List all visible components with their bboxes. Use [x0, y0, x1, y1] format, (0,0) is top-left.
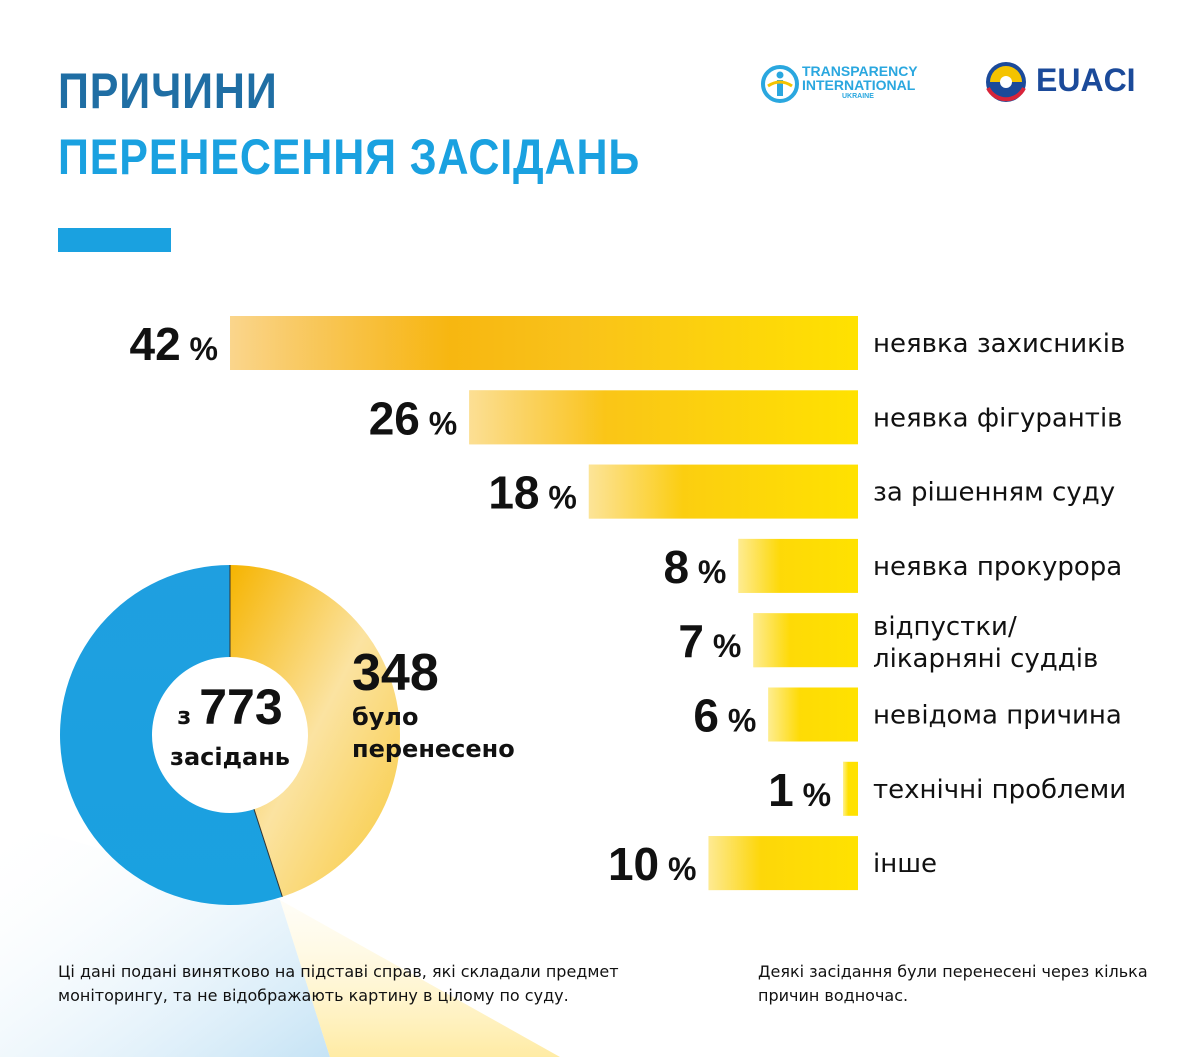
donut-slice-2 — [59, 565, 283, 905]
bar-category-label-1: неявка захисників — [873, 329, 1125, 359]
bar-value-unit-2: % — [420, 405, 457, 441]
bars-layer: 42 % неявка захисників 26 % неявка фігурант… — [129, 316, 1126, 891]
bar-value-unit-7: % — [794, 777, 831, 813]
bar-category-label-8: інше — [873, 849, 937, 879]
donut-divider-bottom — [253, 809, 283, 897]
bar-category-label-5-line-2: лікарняні суддів — [873, 644, 1098, 674]
bar-value-label-5: 7 % — [678, 615, 741, 667]
title-line-2: ПЕРЕНЕСЕННЯ ЗАСІДАНЬ — [58, 129, 641, 185]
bar-category-label-5: відпустки/лікарняні суддів — [873, 612, 1098, 674]
bar-category-label-5-line-1: відпустки/ — [873, 612, 1017, 642]
footnote-right: Деякі засідання були перенесені через кі… — [758, 962, 1148, 1005]
bar-value-number-1: 42 — [129, 318, 180, 370]
title-line-1: ПРИЧИНИ — [58, 63, 278, 119]
donut-layer — [59, 565, 400, 905]
ti-logo-line2: INTERNATIONAL — [802, 77, 916, 93]
bar-category-label-2: неявка фігурантів — [873, 403, 1123, 433]
bar-category-label-7-line-1: технічні проблеми — [873, 775, 1126, 805]
bar-value-number-3: 18 — [488, 467, 539, 519]
bar-value-number-7: 1 — [768, 764, 794, 816]
bar-value-unit-3: % — [540, 480, 577, 516]
bar-category-label-3: за рішенням суду — [873, 478, 1115, 508]
bar-value-number-5: 7 — [678, 615, 704, 667]
bar-value-number-2: 26 — [369, 392, 420, 444]
bar-highlight-1 — [230, 316, 858, 370]
bar-highlight-2 — [469, 390, 858, 445]
bar-highlight-8 — [708, 836, 858, 891]
bar-category-label-7: технічні проблеми — [873, 775, 1126, 805]
bar-value-unit-8: % — [659, 851, 696, 887]
bar-value-unit-1: % — [181, 331, 218, 367]
ti-logo-line1: TRANSPARENCY — [802, 63, 918, 79]
bar-highlight-4 — [738, 538, 858, 593]
bar-value-number-4: 8 — [663, 541, 689, 593]
bar-category-label-6: невідома причина — [873, 701, 1122, 731]
bar-value-unit-6: % — [719, 703, 756, 739]
bar-value-label-3: 18 % — [488, 467, 577, 519]
bar-value-label-6: 6 % — [693, 690, 756, 742]
bar-value-label-2: 26 % — [369, 392, 458, 444]
bar-value-number-6: 6 — [693, 690, 719, 742]
euaci-logo-text: EUACI — [1036, 62, 1136, 98]
title-accent-line — [58, 228, 171, 252]
bar-value-label-7: 1 % — [768, 764, 831, 816]
bar-value-unit-4: % — [689, 554, 726, 590]
donut-slice-1 — [230, 565, 400, 897]
postponed-value: 348 — [352, 644, 439, 702]
donut-prefix: з — [177, 702, 192, 730]
footnote-left: Ці дані подані винятково на підставі спр… — [58, 962, 619, 1005]
bar-highlight-3 — [588, 464, 858, 519]
bar-category-label-3-line-1: за рішенням суду — [873, 478, 1115, 508]
bar-value-label-4: 8 % — [663, 541, 726, 593]
bar-value-number-8: 10 — [608, 838, 659, 890]
bar-value-unit-5: % — [704, 628, 741, 664]
bar-value-label-1: 42 % — [129, 318, 218, 370]
transparency-international-logo: TRANSPARENCY INTERNATIONAL UKRAINE — [760, 62, 945, 106]
bar-category-label-6-line-1: невідома причина — [873, 701, 1122, 731]
bar-highlight-7 — [843, 761, 858, 816]
bar-category-label-1-line-1: неявка захисників — [873, 329, 1125, 359]
ti-logo-icon — [761, 65, 799, 103]
ti-logo-line3: UKRAINE — [842, 93, 874, 100]
donut-total-caption: засідань — [170, 743, 290, 771]
postponed-line1: було — [352, 703, 419, 731]
bar-category-label-2-line-1: неявка фігурантів — [873, 403, 1123, 433]
bar-category-label-4: неявка прокурора — [873, 552, 1122, 582]
bar-category-label-8-line-1: інше — [873, 849, 937, 879]
postponed-line2: перенесено — [352, 735, 515, 763]
postponed-summary: 348 було перенесено — [352, 645, 515, 765]
bar-highlight-6 — [768, 687, 858, 742]
euaci-emblem-icon — [986, 62, 1026, 102]
donut-center-label: з 773 засідань — [150, 680, 310, 771]
donut-total: 773 — [199, 679, 283, 735]
bar-highlight-5 — [753, 613, 858, 668]
bar-category-label-4-line-1: неявка прокурора — [873, 552, 1122, 582]
euaci-logo: EUACI — [982, 58, 1147, 106]
bar-value-label-8: 10 % — [608, 838, 697, 890]
